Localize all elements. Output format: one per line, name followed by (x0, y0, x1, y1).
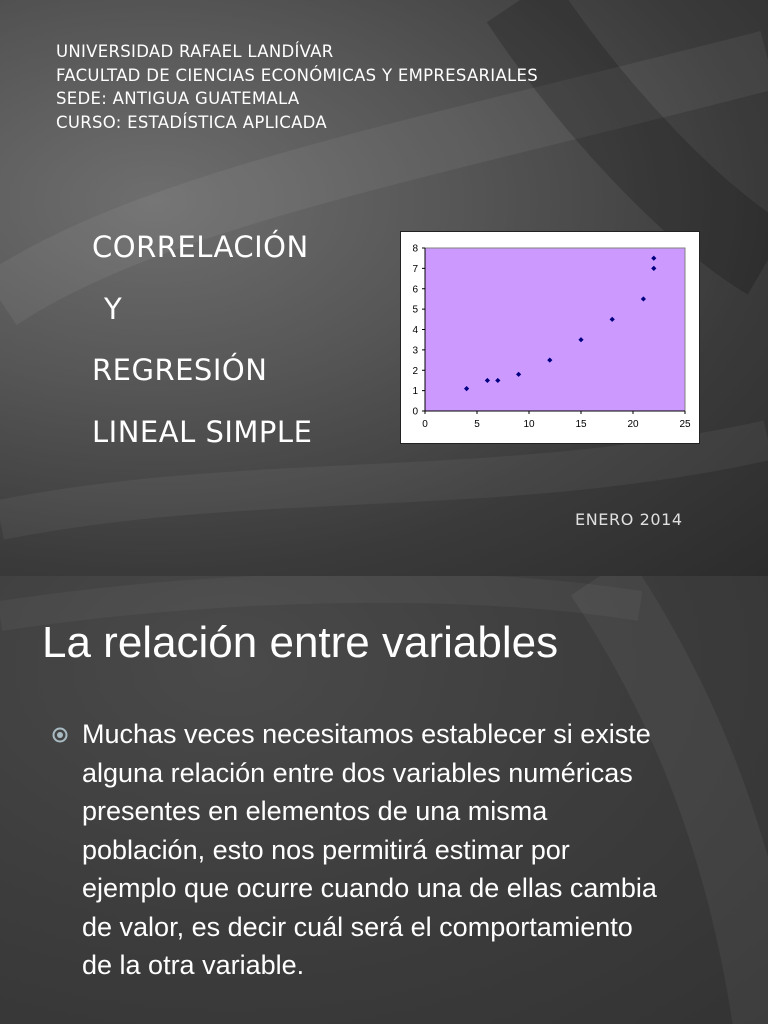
data-point (609, 316, 615, 322)
y-tick-label: 5 (412, 305, 418, 316)
x-tick-label: 25 (679, 419, 691, 430)
data-point (640, 296, 646, 302)
circle-bullet-icon (52, 727, 68, 743)
y-tick-label: 6 (412, 284, 418, 295)
data-point (578, 337, 584, 343)
y-tick-label: 0 (412, 407, 418, 418)
title-line: Y (104, 291, 123, 326)
slide-heading: La relación entre variables (42, 618, 559, 667)
scatter-chart-svg: 0 1 2 3 4 5 6 7 8 0 5 10 15 20 25 (412, 244, 691, 431)
scatter-chart: 0 1 2 3 4 5 6 7 8 0 5 10 15 20 25 (400, 231, 700, 444)
title-line: LINEAL SIMPLE (92, 414, 313, 449)
slide-title: UNIVERSIDAD RAFAEL LANDÍVAR FACULTAD DE … (0, 0, 768, 576)
bullet-paragraph: Muchas veces necesitamos establecer si e… (82, 719, 657, 980)
x-tick-label: 0 (422, 419, 428, 430)
title-line: REGRESIÓN (92, 353, 268, 387)
data-point (651, 265, 657, 271)
x-tick-label: 10 (523, 419, 535, 430)
y-tick-label: 2 (412, 366, 418, 377)
x-tick-label: 20 (627, 419, 639, 430)
y-tick-label: 8 (412, 244, 418, 255)
header-line: UNIVERSIDAD RAFAEL LANDÍVAR (56, 42, 334, 61)
data-point (547, 357, 553, 363)
plot-area (424, 247, 686, 412)
y-tick-label: 1 (412, 386, 418, 397)
y-tick-label: 3 (412, 345, 418, 356)
data-point (484, 377, 490, 384)
title-line: CORRELACIÓN (92, 230, 309, 264)
x-tick-label: 5 (474, 419, 480, 430)
presentation-date: ENERO 2014 (575, 510, 683, 529)
header-line: SEDE: ANTIGUA GUATEMALA (56, 89, 300, 108)
header-line: FACULTAD DE CIENCIAS ECONÓMICAS Y EMPRES… (56, 65, 539, 85)
data-point (495, 377, 501, 384)
x-tick-label: 15 (575, 419, 587, 430)
data-point (651, 255, 657, 261)
institution-header: UNIVERSIDAD RAFAEL LANDÍVAR FACULTAD DE … (56, 40, 538, 134)
presentation-title: CORRELACIÓN Y REGRESIÓN LINEAL SIMPLE (92, 225, 312, 471)
header-line: CURSO: ESTADÍSTICA APLICADA (56, 112, 327, 132)
y-tick-label: 4 (412, 325, 418, 336)
y-tick-label: 7 (412, 264, 418, 275)
